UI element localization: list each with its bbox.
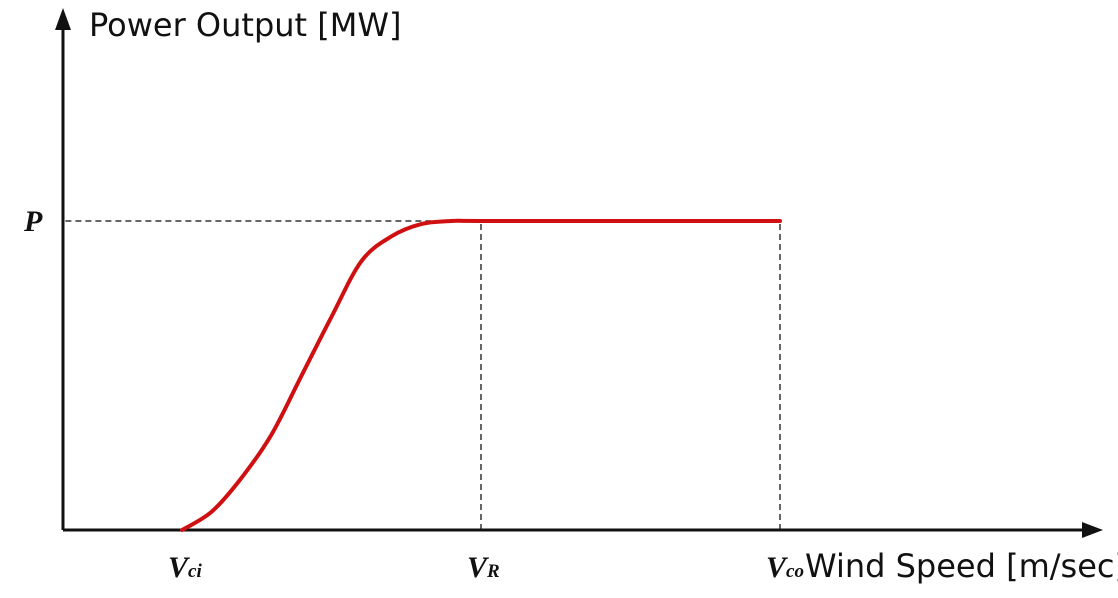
y-tick-labels: P — [23, 205, 43, 238]
y-tick-label-0: P — [23, 205, 43, 238]
x-axis-title: Wind Speed [m/sec] — [805, 547, 1118, 585]
x-tick-label-1: VR — [467, 551, 500, 584]
axes — [55, 8, 1103, 538]
y-axis-arrow — [55, 8, 71, 30]
guide-lines — [65, 220, 781, 530]
x-axis-arrow — [1082, 522, 1103, 538]
x-tick-label-0: Vci — [168, 551, 202, 584]
series — [180, 218, 782, 532]
x-tick-label-2: Vco — [766, 551, 804, 584]
y-axis-title: Power Output [MW] — [89, 6, 401, 44]
x-tick-labels: Vci VR Vco — [168, 551, 804, 584]
power-curve-line-0 — [180, 218, 782, 532]
